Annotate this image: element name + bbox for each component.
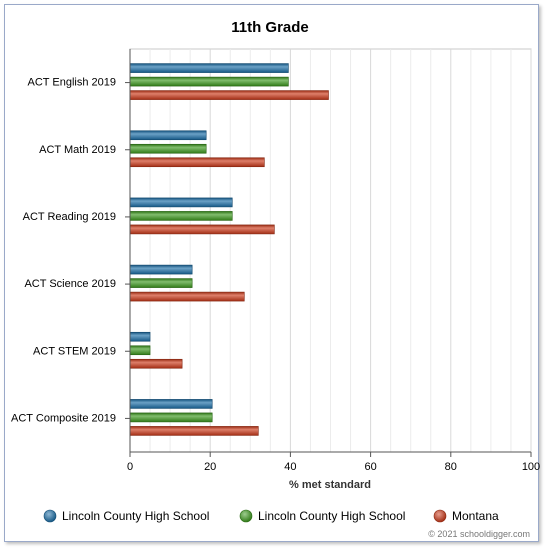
x-tick-label: 60	[364, 461, 376, 473]
category-label: ACT English 2019	[28, 77, 116, 89]
category-label: ACT Reading 2019	[23, 211, 116, 223]
legend-label: Lincoln County High School	[258, 509, 405, 523]
bar	[129, 197, 233, 208]
bar	[129, 143, 207, 154]
bar	[129, 278, 193, 288]
bar	[129, 224, 275, 235]
x-axis-ticks: 0 20 40 60 80 100	[127, 452, 540, 473]
legend-label: Montana	[452, 509, 499, 523]
x-tick-label: 100	[522, 461, 540, 473]
x-tick-label: 40	[284, 461, 296, 473]
legend: Lincoln County High School Lincoln County…	[43, 509, 499, 523]
x-tick-label: 80	[445, 461, 457, 473]
category-label: ACT Science 2019	[24, 278, 116, 290]
legend-marker	[433, 509, 447, 523]
bar	[129, 264, 193, 275]
bar	[129, 157, 265, 168]
bars	[129, 63, 329, 436]
bar	[129, 291, 245, 302]
bar	[129, 358, 183, 369]
bar	[129, 426, 259, 436]
copyright-text: © 2021 schooldigger.com	[428, 529, 530, 539]
bar	[129, 412, 213, 423]
bar	[129, 63, 289, 73]
bar	[129, 399, 213, 409]
bar	[129, 345, 151, 356]
grid-lines	[129, 49, 532, 452]
x-tick-label: 0	[127, 461, 133, 473]
category-label: ACT Composite 2019	[11, 412, 116, 424]
category-label: ACT Math 2019	[39, 144, 116, 156]
bar	[129, 331, 151, 342]
bar	[129, 211, 233, 221]
legend-label: Lincoln County High School	[62, 509, 209, 523]
bar	[129, 130, 207, 141]
bar	[129, 90, 329, 100]
legend-marker	[43, 509, 57, 523]
x-axis-label: % met standard	[289, 479, 371, 491]
legend-marker	[239, 509, 253, 523]
category-labels: ACT English 2019 ACT Math 2019 ACT Reading…	[11, 77, 130, 424]
chart-title: 11th Grade	[231, 19, 309, 36]
x-tick-label: 20	[204, 461, 216, 473]
bar	[129, 76, 289, 87]
category-label: ACT STEM 2019	[33, 345, 116, 357]
